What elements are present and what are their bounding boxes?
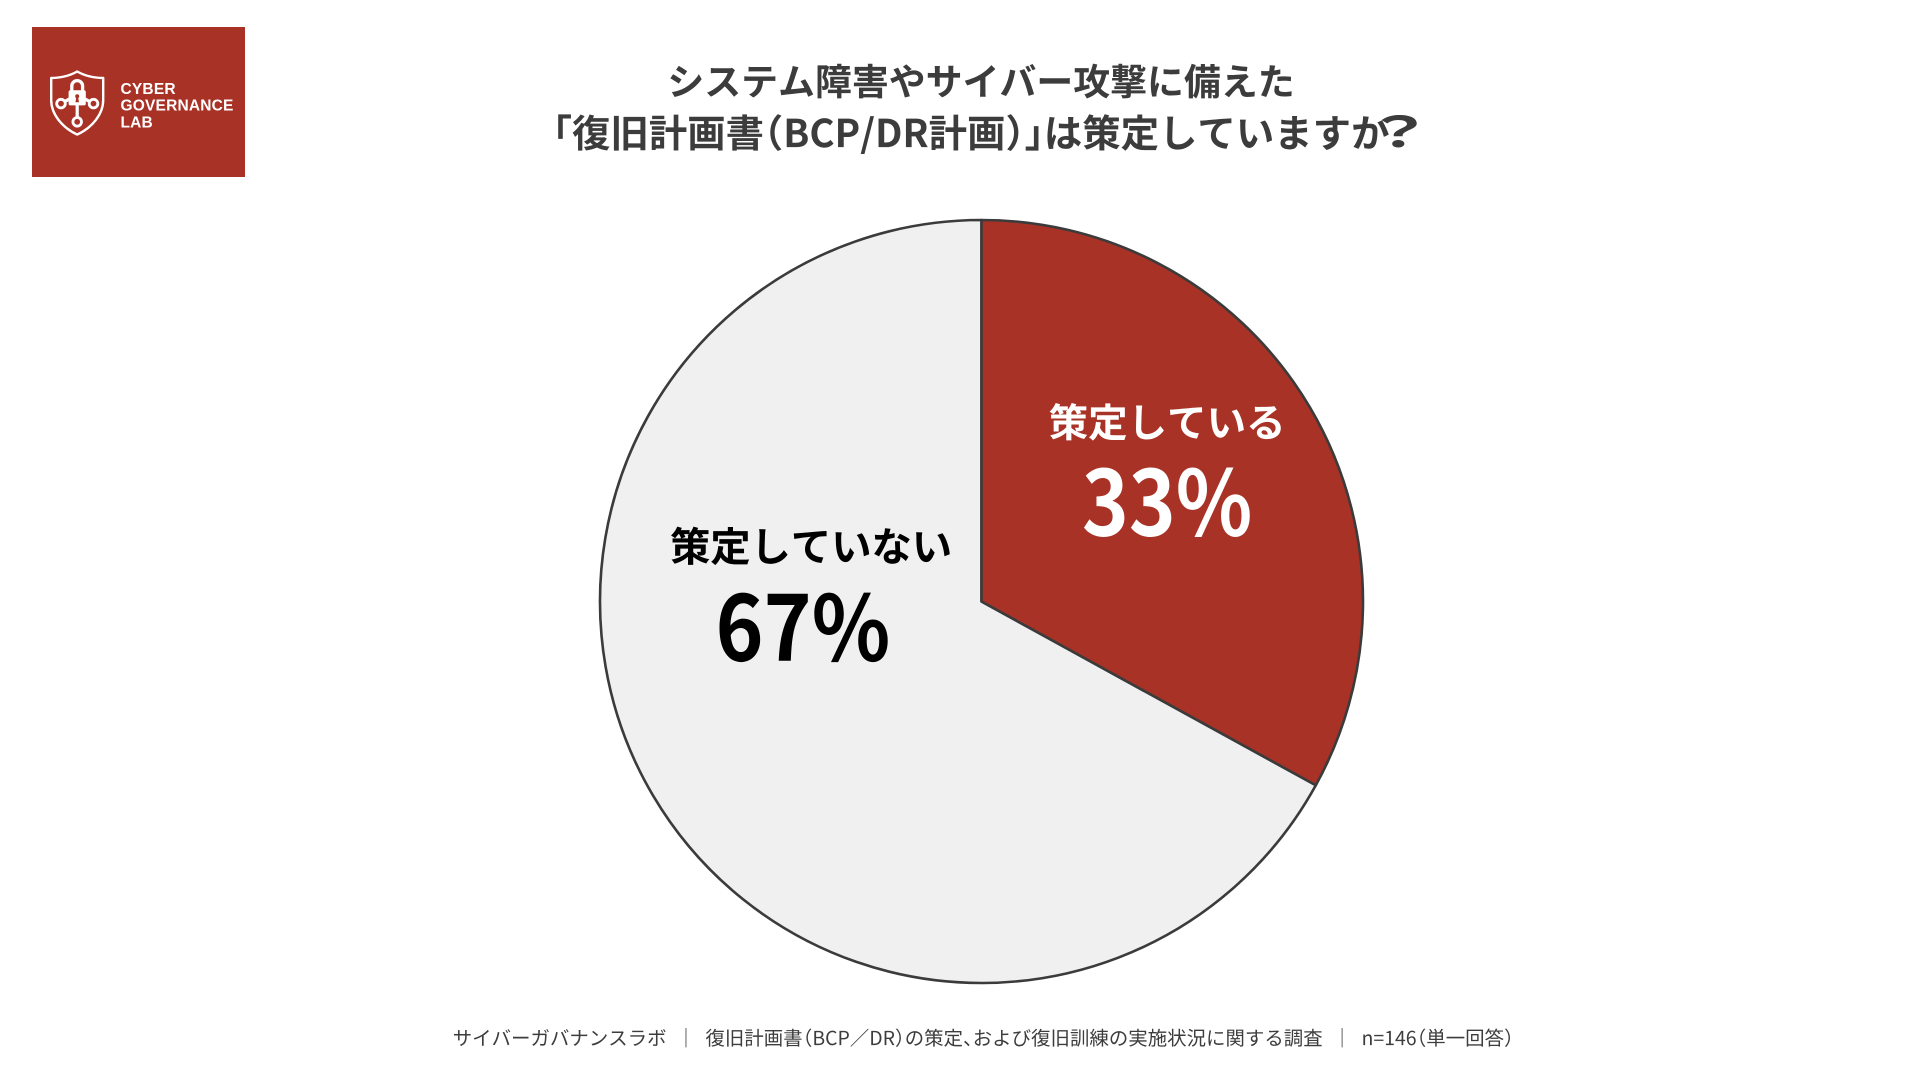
svg-text:CYBER: CYBER: [121, 81, 176, 98]
svg-text:LAB: LAB: [121, 114, 153, 131]
svg-text:GOVERNANCE: GOVERNANCE: [121, 98, 234, 115]
